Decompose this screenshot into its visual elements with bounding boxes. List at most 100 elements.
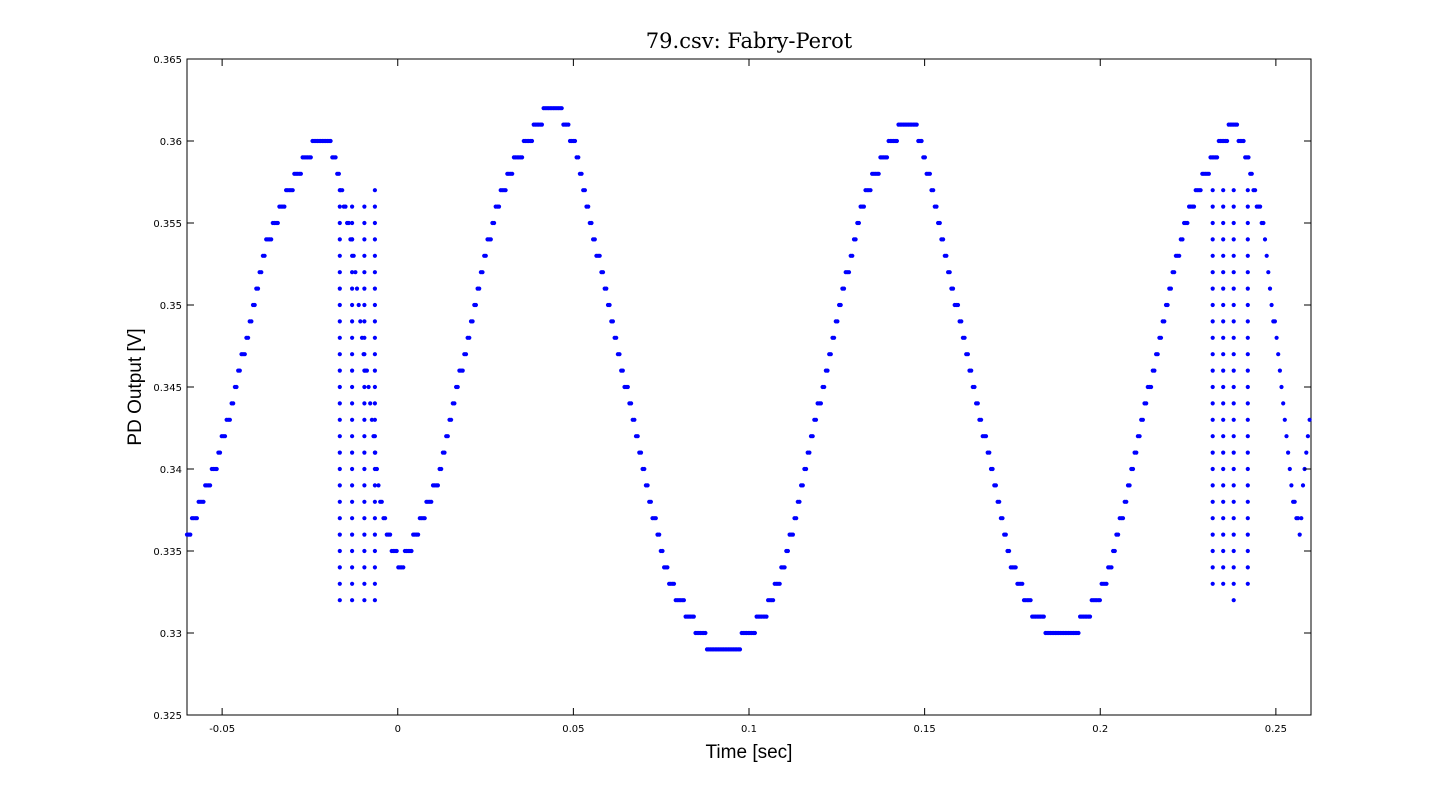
y-tick-label: 0.325 [153,711,182,722]
data-point [572,138,578,144]
data-point [922,155,928,160]
data-point [884,155,890,160]
data-point [1231,204,1236,209]
data-point [259,270,264,275]
data-point [362,417,367,422]
data-point [350,417,355,422]
data-point [1210,450,1215,455]
data-point [362,516,367,521]
data-point [337,499,342,504]
data-point [372,204,377,209]
data-point [372,335,377,340]
data-point [372,384,377,390]
data-point [350,450,355,455]
data-point [1210,516,1215,521]
data-point [777,581,782,586]
data-point [372,532,377,537]
x-tick-label: -0.05 [209,724,235,735]
data-point [1130,466,1136,472]
data-point [1225,138,1230,144]
data-point [1144,401,1149,406]
data-point [868,188,873,193]
data-point [1210,483,1215,488]
data-point [362,384,367,390]
data-point [473,302,478,308]
data-point [1076,630,1081,636]
data-point [853,237,858,242]
data-point [350,598,355,603]
data-point [1231,417,1236,422]
data-point [1221,532,1226,537]
data-point [262,253,267,258]
data-point [1210,253,1215,258]
data-point [350,237,355,242]
data-point [337,352,342,357]
data-point [372,565,377,570]
y-tick-label: 0.36 [160,137,182,148]
data-point [336,171,341,176]
data-point [850,253,855,258]
data-point [1221,188,1226,193]
data-point [1231,384,1236,390]
data-point [579,171,584,176]
data-point [350,286,355,291]
data-point [1231,565,1236,570]
data-point [1253,188,1258,193]
data-point [790,532,796,537]
data-point [372,352,377,357]
data-point [987,450,992,455]
data-point [1231,516,1236,521]
x-axis-ticks: -0.05 0 0.05 0.1 0.15 0.2 0.25 [209,59,1287,735]
data-point [362,352,367,357]
data-point [1003,532,1008,537]
data-point [362,598,367,603]
data-point [337,188,342,193]
data-point [1221,548,1226,554]
data-point [1210,466,1215,472]
data-point [1210,220,1215,226]
data-point [350,516,355,521]
data-point [1231,302,1236,308]
data-point [1234,122,1240,127]
data-point [1245,565,1250,570]
data-point [1000,516,1005,521]
data-point [1300,483,1306,488]
data-point [1041,614,1046,619]
data-point [1165,302,1170,308]
data-point [635,434,640,439]
data-point [617,352,622,357]
data-point [1172,270,1177,275]
data-point [372,188,377,193]
data-point [1272,319,1277,324]
data-point [1221,450,1226,455]
data-point [337,204,342,209]
data-point [607,302,612,308]
data-point [337,516,342,521]
data-point [1245,384,1250,390]
data-point [1140,417,1145,422]
data-point [1274,335,1279,340]
data-point [1221,319,1226,324]
data-point [1020,581,1025,586]
data-point [1284,434,1289,439]
data-point [1158,335,1164,340]
data-point [614,335,619,340]
data-point [1221,204,1226,209]
data-point [1245,450,1250,455]
data-point [337,434,342,439]
data-point [372,270,377,275]
data-point [632,417,637,422]
data-point [409,548,414,554]
data-point [362,450,367,455]
data-point [1231,532,1236,537]
data-point [337,253,342,258]
data-point [1221,352,1226,357]
data-point [383,516,388,521]
data-point [1231,483,1236,488]
data-point [1120,516,1126,521]
y-tick-label: 0.355 [153,219,182,230]
data-point [1221,565,1226,570]
data-point [1221,253,1226,258]
data-point [785,548,791,554]
data-point [470,319,475,324]
